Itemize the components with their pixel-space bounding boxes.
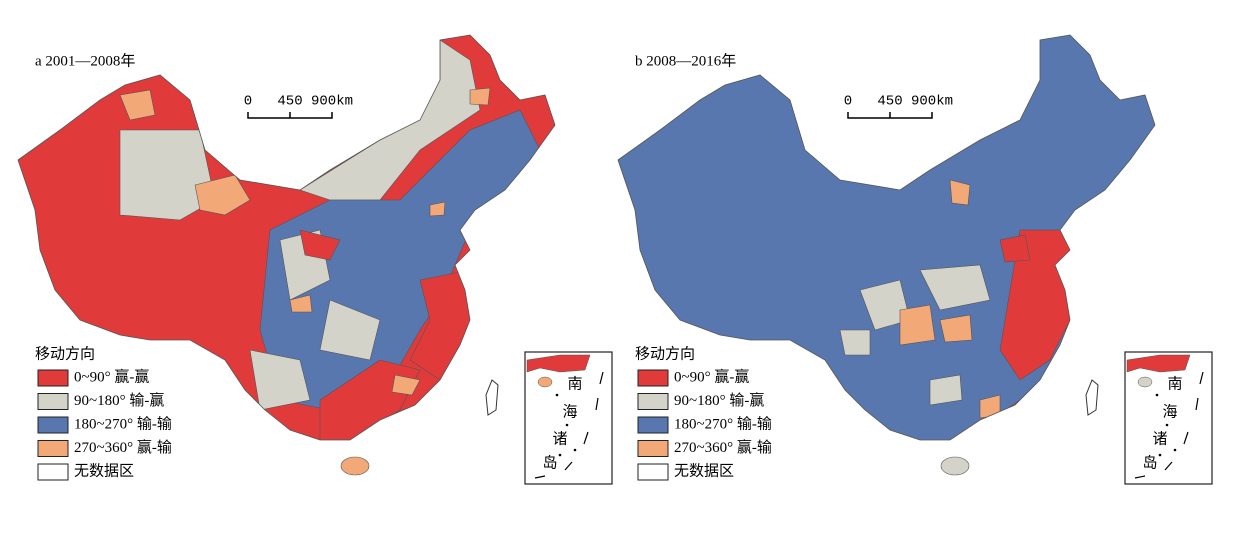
region (899, 304, 936, 346)
legend-swatch (637, 416, 669, 434)
region (391, 374, 421, 396)
scale-bar (247, 112, 333, 119)
scale-bar (847, 112, 933, 119)
inset-dashes (534, 371, 604, 479)
scale-label: 900km (311, 94, 353, 110)
inset-islet (573, 448, 577, 452)
map-panel: a 2001—2008年 0 450 900km 移动方向 0~90° 赢-赢 90~180… (17, 34, 613, 485)
taiwan-island (485, 379, 499, 416)
scale-label: 0 (244, 94, 252, 110)
inset-label: 海 (1162, 403, 1177, 420)
region (119, 129, 216, 221)
inset-label: 南 (567, 375, 582, 392)
inset-coast (1126, 354, 1191, 373)
inset-label: 岛 (542, 454, 557, 471)
inset-islet (1173, 448, 1177, 452)
legend-label: 无数据区 (74, 462, 134, 479)
legend-swatch (37, 369, 69, 387)
inset-label: 海 (562, 403, 577, 420)
legend-label: 0~90° 赢-赢 (74, 368, 149, 385)
inset-label: 诸 (552, 430, 567, 447)
inset-islet (1155, 393, 1159, 397)
hainan-island (940, 456, 970, 476)
legend-swatch (37, 440, 69, 457)
inset-islet (565, 423, 569, 427)
legend-swatch (637, 369, 669, 387)
legend-label: 180~270° 输-输 (74, 415, 172, 432)
inset-label: 诸 (1152, 430, 1167, 447)
legend-swatch (37, 393, 69, 410)
map-panel: b 2008—2016年 0 450 900km 移动方向 0~90° 赢-赢 90~180… (617, 34, 1213, 485)
hainan-island (340, 456, 370, 476)
legend-title: 移动方向 (635, 345, 695, 362)
inset-label: 南 (1167, 375, 1182, 392)
inset-dashes (1134, 371, 1204, 479)
region (939, 314, 973, 343)
inset-islet (555, 393, 559, 397)
legend-label: 无数据区 (674, 462, 734, 479)
region (194, 174, 251, 216)
scale-label: 450 (277, 94, 302, 110)
china-map (618, 35, 1155, 440)
region (289, 294, 313, 313)
inset-label: 岛 (1142, 454, 1157, 471)
country-outline (17, 34, 556, 441)
taiwan-island (1085, 379, 1099, 416)
country-outline (617, 34, 1156, 441)
region (249, 349, 311, 411)
legend-swatch (637, 440, 669, 457)
legend-label: 90~180° 输-赢 (674, 392, 764, 409)
legend-label: 90~180° 输-赢 (74, 392, 164, 409)
legend-swatch (637, 393, 669, 410)
region (299, 229, 341, 261)
scale-label: 900km (911, 94, 953, 110)
legend-swatch (37, 463, 69, 481)
region (429, 201, 446, 217)
inset-islet (558, 453, 562, 457)
legend-label: 270~360° 赢-输 (674, 439, 772, 456)
inset-islet (1165, 423, 1169, 427)
inset-islet (1158, 453, 1162, 457)
inset-island (537, 376, 553, 388)
panel-title: a 2001—2008年 (35, 52, 135, 69)
region (949, 179, 971, 206)
inset-frame (1124, 351, 1213, 485)
region (319, 299, 381, 361)
inset-coast (526, 354, 591, 373)
scale-label: 450 (877, 94, 902, 110)
scale-label: 0 (844, 94, 852, 110)
region (929, 374, 963, 406)
region (469, 87, 491, 106)
legend-label: 180~270° 输-输 (674, 415, 772, 432)
inset-island (1137, 376, 1153, 388)
region (919, 264, 991, 311)
inset-frame (524, 351, 613, 485)
legend-swatch (637, 463, 669, 481)
region (999, 234, 1031, 263)
legend-title: 移动方向 (35, 345, 95, 362)
legend-swatch (37, 416, 69, 434)
region (839, 329, 871, 356)
region (119, 89, 156, 121)
china-map (18, 35, 555, 440)
legend-label: 0~90° 赢-赢 (674, 368, 749, 385)
legend-label: 270~360° 赢-输 (74, 439, 172, 456)
panel-title: b 2008—2016年 (635, 52, 736, 69)
